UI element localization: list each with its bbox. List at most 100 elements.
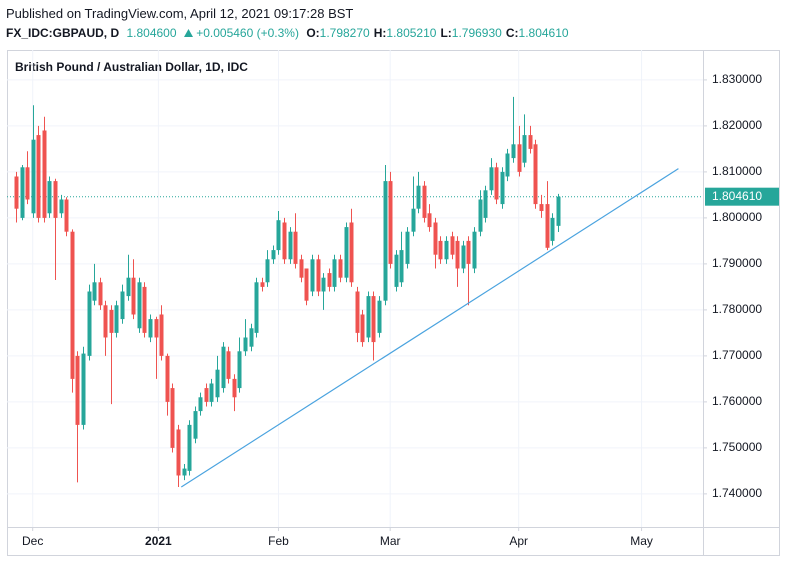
- x-tick-label: Dec: [22, 534, 43, 548]
- candle-body: [338, 259, 343, 278]
- candle-body: [75, 355, 80, 425]
- candle-body: [193, 411, 198, 439]
- candle-body: [466, 240, 471, 264]
- candle-body: [455, 240, 460, 269]
- y-tick-label: 1.780000: [712, 302, 762, 316]
- candle-body: [14, 176, 19, 209]
- candle-body: [344, 227, 349, 278]
- candle-body: [271, 250, 276, 260]
- candle-body: [215, 369, 220, 398]
- trend-line: [180, 168, 679, 488]
- ohlc-value: 1.796930: [451, 26, 502, 40]
- candle-body: [165, 355, 170, 402]
- candle-body: [148, 319, 153, 338]
- candle-body: [349, 222, 354, 283]
- candle-body: [556, 196, 561, 226]
- y-tick-label: 1.760000: [712, 394, 762, 408]
- candle-body: [47, 181, 52, 214]
- candle-body: [276, 220, 281, 251]
- candle-body: [489, 167, 494, 191]
- candle-body: [500, 171, 505, 205]
- candle-body: [31, 139, 36, 214]
- candle-body: [288, 231, 293, 260]
- candle-body: [53, 181, 58, 218]
- candle-body: [377, 300, 382, 333]
- candle-body: [187, 424, 192, 471]
- candle-body: [450, 236, 455, 255]
- candle-body: [332, 259, 337, 287]
- candle-body: [249, 328, 254, 347]
- candle-body: [539, 204, 544, 211]
- candle-body: [87, 291, 92, 356]
- candle-body: [25, 167, 30, 200]
- candle-body: [131, 277, 136, 315]
- candle-body: [198, 397, 203, 412]
- candle-body: [176, 429, 181, 476]
- candle-body: [505, 153, 510, 177]
- candle-body: [221, 346, 226, 389]
- y-tick-label: 1.750000: [712, 440, 762, 454]
- candle-body: [109, 309, 114, 333]
- candle-body: [494, 167, 499, 200]
- y-tick-label: 1.800000: [712, 210, 762, 224]
- candle-body: [394, 254, 399, 287]
- candle-body: [170, 388, 175, 448]
- chart-title: British Pound / Australian Dollar, 1D, I…: [15, 60, 248, 74]
- last-price-box: [705, 187, 779, 206]
- candle-body: [137, 282, 142, 329]
- candle-body: [316, 259, 321, 292]
- ohlc-value: 1.804610: [518, 26, 569, 40]
- candle-body: [517, 144, 522, 172]
- candle-body: [42, 130, 47, 218]
- chart-frame: [7, 50, 780, 556]
- candle-body: [304, 268, 309, 301]
- candle-body: [204, 388, 209, 402]
- ohlc-value: 1.798270: [319, 26, 370, 40]
- candle-body: [411, 208, 416, 232]
- candle-body: [92, 282, 97, 301]
- candle-body: [327, 273, 332, 287]
- candle-body: [438, 240, 443, 260]
- symbol-line: FX_IDC:GBPAUD, D 1.804600 +0.005460 (+0.…: [6, 26, 573, 40]
- candle-body: [59, 199, 64, 214]
- y-tick-label: 1.740000: [712, 486, 762, 500]
- candle-body: [20, 167, 25, 218]
- x-tick-label: 2021: [145, 534, 172, 548]
- candle-body: [355, 291, 360, 333]
- y-tick-label: 1.820000: [712, 118, 762, 132]
- ohlc-label: L:: [440, 26, 452, 40]
- candle-body: [254, 282, 259, 333]
- candle-body: [64, 199, 69, 232]
- price: 1.804600: [126, 26, 177, 40]
- last-price-label: 1.804610: [712, 189, 762, 203]
- ohlc-value: 1.805210: [386, 26, 437, 40]
- candle-body: [405, 231, 410, 264]
- ohlc-label: H:: [373, 26, 387, 40]
- candle-body: [226, 351, 231, 379]
- x-tick-label: May: [630, 534, 653, 548]
- candle-body: [282, 222, 287, 260]
- candle-body: [461, 245, 466, 269]
- candle-body: [388, 181, 393, 264]
- candle-body: [366, 296, 371, 338]
- candle-body: [293, 231, 298, 264]
- candle-body: [36, 135, 41, 218]
- symbol: FX_IDC:GBPAUD, D: [6, 26, 120, 40]
- candle-body: [243, 337, 248, 352]
- candle-body: [383, 181, 388, 301]
- y-tick-label: 1.770000: [712, 348, 762, 362]
- candle-body: [260, 282, 265, 287]
- candle-body: [237, 351, 242, 389]
- candle-body: [360, 314, 365, 343]
- candle-body: [427, 213, 432, 228]
- candle-body: [550, 217, 555, 241]
- ohlc: O:1.798270 H:1.805210 L:1.796930 C:1.804610: [306, 26, 572, 40]
- candle-body: [533, 144, 538, 205]
- candle-body: [81, 353, 86, 425]
- x-tick-label: Mar: [380, 534, 401, 548]
- candle-body: [159, 314, 164, 356]
- y-tick-label: 1.830000: [712, 72, 762, 86]
- y-tick-label: 1.790000: [712, 256, 762, 270]
